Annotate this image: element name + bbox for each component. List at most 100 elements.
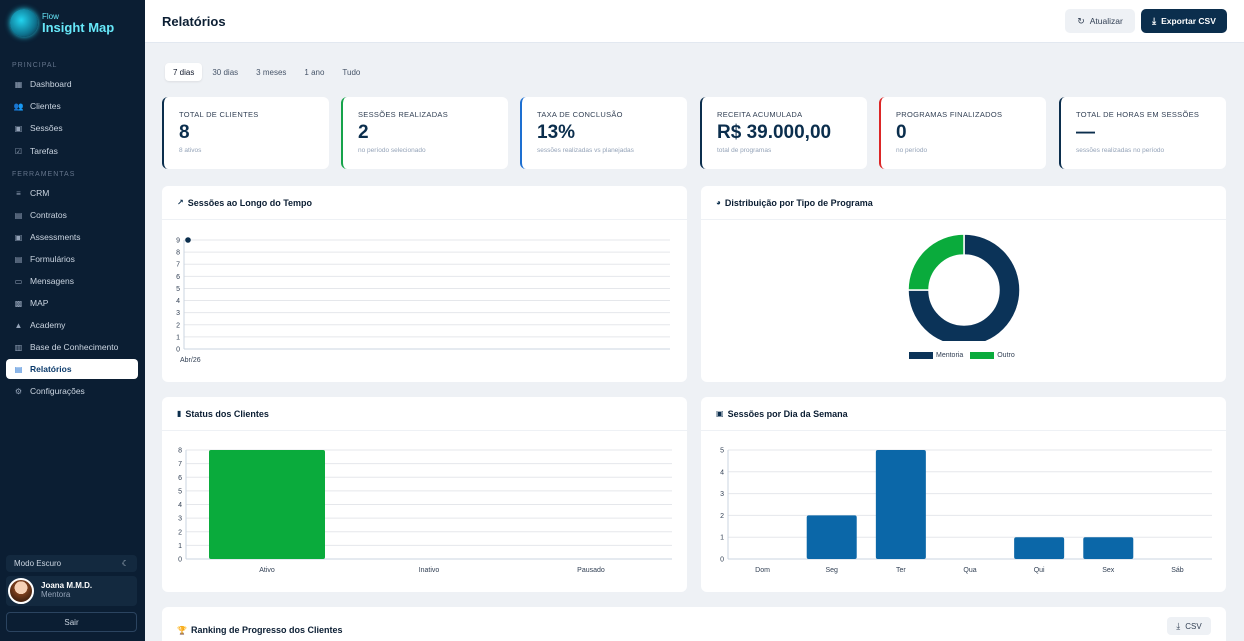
kpi-title: TOTAL DE HORAS EM SESSÕES [1076, 110, 1200, 119]
bar-chart-xtick-label: Ativo [259, 567, 275, 574]
user-profile[interactable]: Joana M.M.D. Mentora [6, 576, 137, 606]
sidebar-item-label: Contratos [30, 210, 67, 220]
kpi-card-total-clientes: TOTAL DE CLIENTES 8 8 ativos [162, 97, 329, 169]
sidebar-item-configuracoes[interactable]: ⚙ Configurações [6, 381, 138, 401]
line-chart-xtick-label: Abr/26 [180, 357, 201, 364]
kpi-card-programas-finalizados: PROGRAMAS FINALIZADOS 0 no período [879, 97, 1046, 169]
sidebar-item-label: Relatórios [30, 364, 72, 374]
section-title-principal: PRINCIPAL [12, 62, 58, 69]
sidebar-item-map[interactable]: ▩ MAP [6, 293, 138, 313]
period-tabs: 7 dias 30 dias 3 meses 1 ano Tudo [165, 63, 370, 81]
kpi-value: R$ 39.000,00 [717, 122, 832, 143]
sidebar-item-sessoes[interactable]: ▣ Sessões [6, 118, 138, 138]
csv-label: CSV [1185, 621, 1202, 631]
line-chart-ytick-label: 3 [176, 310, 180, 317]
sidebar-item-crm[interactable]: ≡ CRM [6, 183, 138, 203]
sidebar-item-base-conhecimento[interactable]: ▥ Base de Conhecimento [6, 337, 138, 357]
export-csv-button[interactable]: ⤓ Exportar CSV [1141, 9, 1227, 33]
program-donut-chart [907, 233, 1021, 341]
bar-chart-ytick-label: 3 [178, 516, 182, 523]
user-role: Mentora [41, 590, 71, 599]
line-chart-ytick-label: 2 [176, 322, 180, 329]
sidebar-item-label: Dashboard [30, 79, 72, 89]
tab-1-ano[interactable]: 1 ano [304, 67, 325, 77]
line-chart-ytick-label: 5 [176, 286, 180, 293]
sidebar-item-academy[interactable]: ▲ Academy [6, 315, 138, 335]
bar-chart-icon: ▮ [177, 409, 182, 418]
section-title-ferramentas: FERRAMENTAS [12, 171, 76, 178]
page-header: Relatórios ↻ Atualizar ⤓ Exportar CSV [145, 0, 1244, 43]
sidebar: Flow Insight Map PRINCIPAL ▦ Dashboard 👥… [0, 0, 145, 641]
book-icon: ▥ [14, 342, 23, 352]
kpi-subtitle: no período selecionado [358, 147, 426, 154]
map-icon: ▩ [14, 298, 23, 308]
panel-ranking: 🏆 Ranking de Progresso dos Clientes ⤓ CS… [162, 607, 1226, 641]
tab-tudo[interactable]: Tudo [342, 67, 361, 77]
legend-label-mentoria: Mentoria [936, 352, 964, 359]
bar-chart-xtick-label: Qui [1034, 567, 1045, 574]
kpi-value: 13% [537, 122, 576, 143]
ranking-csv-button[interactable]: ⤓ CSV [1167, 617, 1211, 635]
trending-up-icon: ↗ [177, 198, 184, 207]
bar-chart-ytick-label: 8 [178, 448, 182, 455]
file-icon: ▤ [14, 210, 23, 220]
sidebar-item-formularios[interactable]: ▤ Formulários [6, 249, 138, 269]
kpi-card-receita-acumulada: RECEITA ACUMULADA R$ 39.000,00 total de … [700, 97, 867, 169]
bar-chart-ytick-label: 6 [178, 475, 182, 482]
panel-program-distribution: ◕ Distribuição por Tipo de Programa Ment… [701, 186, 1226, 382]
kpi-card-total-horas: TOTAL DE HORAS EM SESSÕES — sessões real… [1059, 97, 1226, 169]
bar-sex [1083, 537, 1134, 559]
kpi-subtitle: no período [896, 147, 928, 154]
line-chart-ytick-label: 7 [176, 262, 180, 269]
sidebar-item-dashboard[interactable]: ▦ Dashboard [6, 74, 138, 94]
panel-sessions-weekday: ▣ Sessões por Dia da Semana 0 1 2 3 4 5 Dom Seg… [701, 397, 1226, 592]
logout-button[interactable]: Sair [6, 612, 137, 632]
bar-chart-ytick-label: 4 [720, 469, 724, 476]
avatar [8, 578, 34, 604]
sidebar-item-label: Sessões [30, 123, 63, 133]
logo-big-text: Insight Map [42, 19, 115, 35]
sidebar-item-relatorios[interactable]: ▤ Relatórios [6, 359, 138, 379]
tab-7-dias[interactable]: 7 dias [165, 63, 203, 81]
refresh-label: Atualizar [1089, 16, 1123, 26]
sidebar-item-contratos[interactable]: ▤ Contratos [6, 205, 138, 225]
bar-chart-xtick-label: Qua [963, 567, 976, 574]
tab-30-dias[interactable]: 30 dias [212, 67, 239, 77]
bar-chart-ytick-label: 3 [720, 491, 724, 498]
pie-chart-icon: ◕ [716, 198, 721, 207]
bar-chart-xtick-label: Pausado [577, 567, 605, 574]
sessions-line-chart: 0 1 2 3 4 5 6 7 8 9 Abr/26 [176, 237, 670, 364]
line-chart-ytick-label: 9 [176, 238, 180, 245]
form-icon: ▤ [14, 254, 23, 264]
kpi-subtitle: total de programas [717, 147, 772, 154]
download-icon: ⤓ [1152, 15, 1157, 26]
tab-3-meses[interactable]: 3 meses [256, 67, 287, 77]
bar-chart-xtick-label: Sex [1102, 567, 1115, 574]
sidebar-item-label: Academy [30, 320, 66, 330]
kpi-value: 2 [358, 122, 369, 143]
sidebar-item-label: CRM [30, 188, 50, 198]
dark-mode-toggle[interactable]: Modo Escuro ☾ [6, 555, 137, 572]
logo-small-text: Flow [42, 11, 59, 21]
sidebar-item-label: Tarefas [30, 146, 58, 156]
app-logo[interactable]: Flow Insight Map [10, 8, 114, 38]
bar-ter [875, 450, 926, 559]
calendar-icon: ▣ [14, 123, 23, 133]
refresh-button[interactable]: ↻ Atualizar [1065, 9, 1135, 33]
line-chart-ytick-label: 1 [176, 334, 180, 341]
sidebar-item-label: Clientes [30, 101, 61, 111]
panel-title: Status dos Clientes [185, 408, 269, 419]
bar-chart-ytick-label: 2 [720, 513, 724, 520]
sidebar-item-assessments[interactable]: ▣ Assessments [6, 227, 138, 247]
sidebar-item-label: Formulários [30, 254, 75, 264]
bar-ativo [209, 450, 325, 559]
bar-chart-xtick-label: Inativo [419, 567, 440, 574]
bar-seg [806, 515, 857, 559]
sidebar-item-label: Configurações [30, 386, 85, 396]
sidebar-item-label: Base de Conhecimento [30, 342, 119, 352]
sidebar-item-label: Mensagens [30, 276, 74, 286]
sidebar-item-tarefas[interactable]: ☑ Tarefas [6, 141, 138, 161]
sidebar-item-clientes[interactable]: 👥 Clientes [6, 96, 138, 116]
bar-chart-ytick-label: 4 [178, 502, 182, 509]
sidebar-item-mensagens[interactable]: ▭ Mensagens [6, 271, 138, 291]
